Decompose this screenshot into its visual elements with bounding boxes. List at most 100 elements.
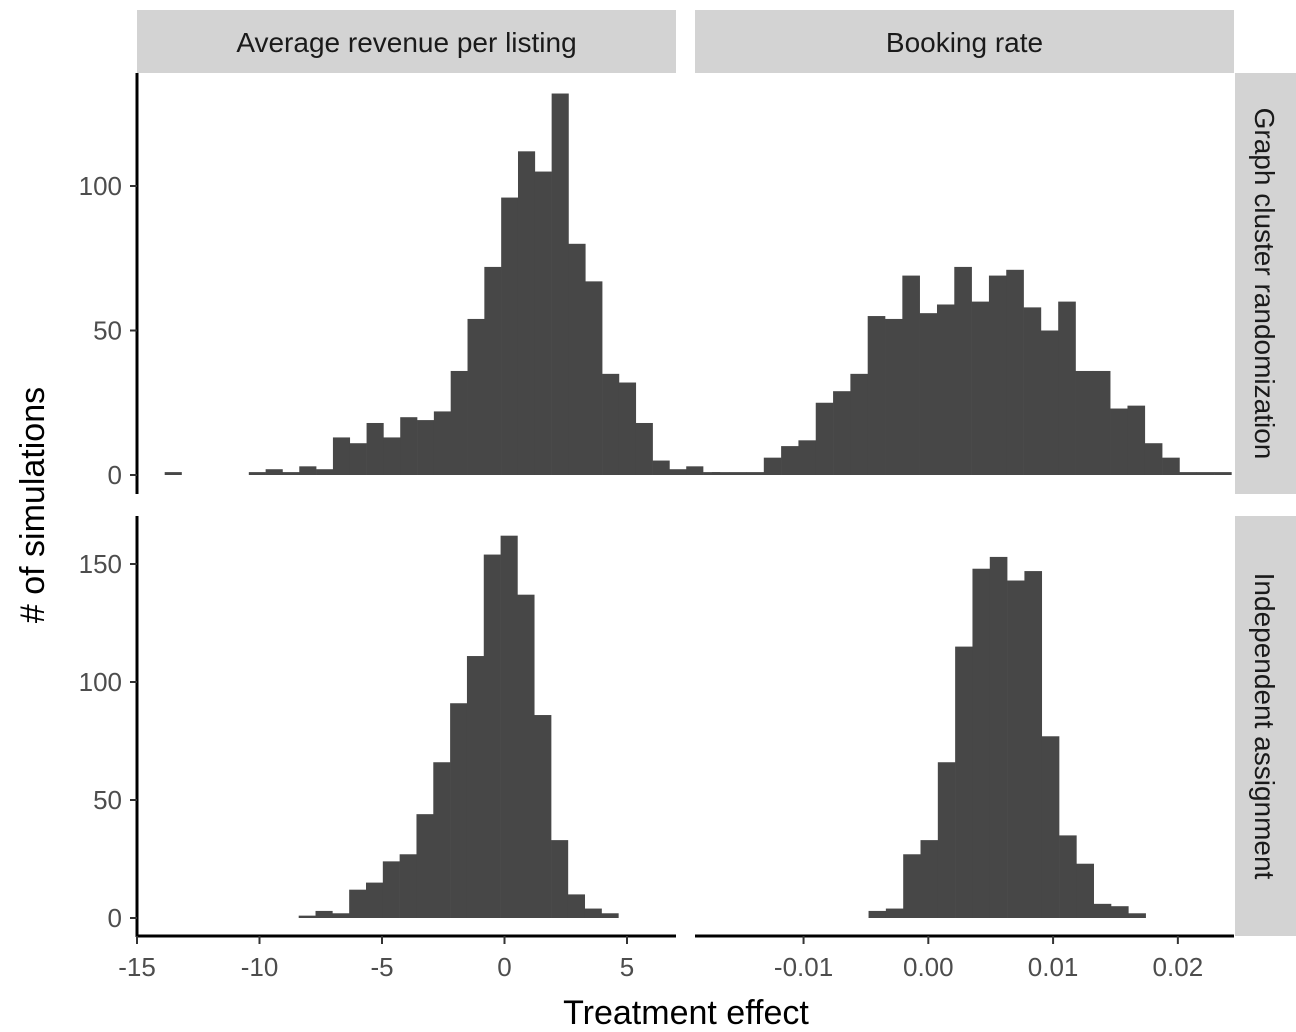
histogram-bar (920, 840, 939, 918)
histogram-bar (366, 422, 384, 475)
histogram-bar (815, 402, 834, 475)
histogram-bar (450, 370, 468, 475)
histogram-bar (1110, 408, 1128, 475)
histogram-bar (433, 411, 451, 475)
histogram-bar (501, 197, 519, 475)
histogram-bar (1058, 301, 1076, 475)
histogram-bar (248, 472, 266, 475)
histogram-bar (517, 594, 535, 918)
histogram-bar (551, 840, 569, 918)
row-strip-label-independent: Independent assignment (1249, 573, 1280, 880)
x-tick-label: 5 (620, 952, 634, 982)
x-tick-label: -15 (118, 952, 156, 982)
y-axis-title: # of simulations (14, 387, 52, 623)
histogram-bar (585, 281, 603, 475)
histogram-bar (669, 469, 687, 475)
histogram-bar (332, 913, 350, 918)
y-axis-graph: 0 50 100 (79, 73, 139, 494)
histogram-bar (781, 446, 799, 475)
histogram-bar (534, 715, 552, 918)
histogram-bar (988, 275, 1007, 475)
histogram-bar (885, 908, 904, 918)
histogram-bar (466, 656, 485, 918)
x-tick-label: 0.00 (903, 952, 954, 982)
y-tick-label: 50 (93, 316, 122, 346)
histogram-bar (517, 151, 536, 475)
histogram-bar (867, 316, 886, 475)
histogram-bar (601, 913, 619, 918)
y-tick-label: 100 (79, 667, 122, 697)
histogram-bar (534, 171, 552, 476)
histogram-bar (919, 313, 938, 475)
histogram-bar (416, 814, 434, 918)
histogram-bar (1007, 580, 1025, 918)
histogram-bar (954, 266, 972, 475)
x-axis-booking: -0.01 0.00 0.01 0.02 (695, 934, 1234, 982)
histogram-bar (798, 440, 817, 475)
x-tick-label: -0.01 (774, 952, 833, 982)
histogram-bar (366, 882, 384, 918)
histogram-bar (1127, 405, 1146, 475)
histogram-bar (1093, 903, 1112, 918)
row-strip-graph: Graph cluster randomization (1235, 73, 1296, 494)
y-axis-independent: 0 50 100 150 (79, 516, 139, 937)
histogram-bar (936, 304, 955, 475)
histogram-bar (850, 373, 869, 475)
histogram-bar (1179, 472, 1198, 475)
histogram-bar (868, 910, 887, 918)
x-tick-label: -5 (370, 952, 393, 982)
histogram-bar (383, 437, 401, 475)
histogram-bar (746, 472, 765, 475)
histogram-bar (635, 422, 653, 475)
histogram-bar (971, 301, 990, 475)
panel-graph-revenue (164, 93, 721, 476)
row-strip-independent: Independent assignment (1235, 516, 1296, 936)
histogram-bar (1111, 906, 1129, 918)
histogram-bar (349, 443, 367, 475)
histogram-bar (1040, 330, 1059, 475)
histogram-bar (567, 894, 586, 918)
histogram-bar (400, 417, 418, 475)
histogram-bar (937, 762, 956, 918)
histogram-bar (711, 472, 730, 475)
y-tick-label: 0 (108, 903, 122, 933)
histogram-bar (484, 266, 502, 475)
histogram-bar (729, 472, 747, 475)
histogram-bar (1006, 269, 1024, 475)
column-strip-revenue: Average revenue per listing (137, 10, 676, 73)
histogram-bar (1214, 472, 1232, 475)
histogram-bar (265, 469, 283, 475)
histogram-bar (1196, 472, 1215, 475)
column-strip-label-booking: Booking rate (886, 27, 1043, 58)
histogram-bar (282, 472, 300, 475)
histogram-bar (551, 93, 569, 476)
histogram-bar (349, 889, 367, 918)
x-axis-revenue: -15 -10 -5 0 5 (118, 934, 676, 982)
histogram-bar (332, 437, 351, 475)
histogram-bar (299, 466, 317, 475)
histogram-bar (467, 318, 485, 475)
histogram-bar (164, 472, 182, 475)
histogram-bar (903, 854, 921, 918)
y-tick-label: 0 (108, 460, 122, 490)
histogram-bar (1128, 913, 1146, 918)
histogram-bar (763, 457, 782, 475)
histogram-bar (433, 762, 451, 918)
x-tick-label: 0.02 (1153, 952, 1204, 982)
histogram-bar (989, 556, 1008, 918)
histogram-bar (686, 466, 704, 475)
x-tick-label: 0 (497, 952, 511, 982)
histogram-bar (703, 472, 721, 475)
histogram-bar (1024, 571, 1043, 918)
x-tick-label: -10 (241, 952, 279, 982)
histogram-bar (652, 460, 670, 475)
histogram-bar (1023, 307, 1042, 475)
histogram-bar (833, 391, 851, 475)
column-strip-label-revenue: Average revenue per listing (236, 27, 576, 58)
histogram-bar (602, 373, 620, 475)
y-tick-label: 100 (79, 171, 122, 201)
histogram-bar (584, 908, 602, 918)
column-strip-booking: Booking rate (695, 10, 1234, 73)
histogram-bar (399, 854, 417, 918)
